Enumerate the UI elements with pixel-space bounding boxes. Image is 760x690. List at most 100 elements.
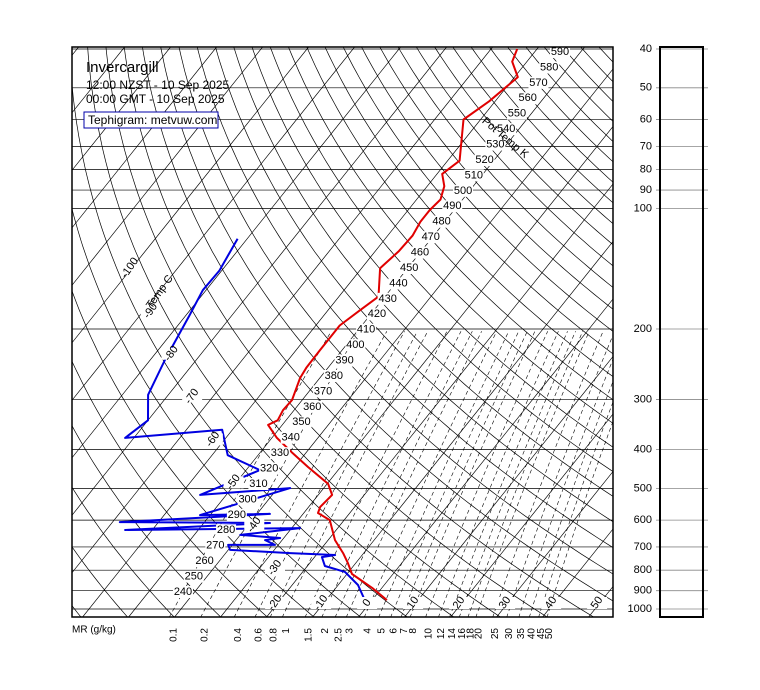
label-bg [399, 262, 420, 274]
dry-adiabat [72, 486, 175, 617]
mr-tick-label: 18 [466, 628, 477, 640]
isotherm-tick-label: 20 [451, 594, 468, 611]
theta-tick-label: 420 [368, 308, 386, 320]
dry-adiabat [361, 47, 613, 332]
sounding-line [267, 48, 519, 601]
dry-adiabat [233, 47, 613, 497]
label-bg [550, 46, 570, 58]
mr-tick-label: 6 [389, 628, 400, 634]
mr-tick-label: 2.5 [333, 628, 344, 642]
isotherm-tick-label: 10 [405, 594, 422, 611]
mixing-ratio-line [425, 331, 548, 617]
mixing-ratio-line [409, 331, 536, 617]
mixing-ratio-line [529, 380, 613, 617]
label-bg [409, 246, 430, 259]
mr-tick-label: 1 [281, 628, 292, 634]
theta-tick-label: 430 [378, 293, 396, 305]
isotherm [72, 47, 310, 344]
label-bg [506, 107, 527, 120]
dry-adiabat [72, 290, 315, 617]
pressure-tick-label: 800 [634, 564, 652, 576]
pressure-tick-label: 900 [634, 585, 652, 597]
theta-tick-label: 260 [195, 555, 213, 567]
label-bg [377, 292, 398, 305]
label-bg [485, 138, 506, 151]
label-bg [265, 562, 285, 574]
mixing-ratio-line [282, 331, 428, 617]
mr-tick-label: 40 [527, 628, 538, 640]
pressure-tick-label: 40 [640, 43, 652, 55]
label-bg [202, 433, 223, 446]
mixing-ratio-line [518, 358, 613, 617]
label-bg [226, 508, 247, 521]
mr-tick-label: 12 [436, 628, 447, 640]
mixing-ratio-line [400, 331, 528, 617]
mixing-ratio-line [269, 331, 418, 617]
label-bg [244, 519, 265, 532]
label-bg [334, 354, 355, 367]
label-bg [463, 169, 484, 182]
dry-adiabat [251, 47, 613, 473]
isotherm [72, 47, 264, 286]
label-bg [388, 277, 409, 290]
theta-tick-label: 440 [389, 277, 407, 289]
dry-adiabat [269, 47, 613, 448]
label-bg [403, 597, 424, 609]
label-bg [449, 597, 470, 609]
chart-title: Invercargill [86, 59, 159, 76]
label-bg [269, 447, 290, 460]
mixing-ratio-line [458, 331, 576, 617]
mixing-ratio-line [492, 331, 604, 617]
label-bg [528, 76, 549, 89]
mixing-ratio-line [449, 331, 568, 617]
label-bg [265, 597, 286, 609]
mr-tick-label: 35 [516, 628, 527, 640]
label-bg [140, 304, 161, 317]
isotherm-tick-label: 30 [497, 594, 514, 611]
label-bg [474, 154, 495, 166]
dry-adiabat [379, 47, 613, 310]
label-bg [182, 390, 203, 403]
theta-tick-label: 290 [228, 509, 246, 521]
theta-tick-label: 300 [238, 493, 256, 505]
pressure-tick-label: 70 [640, 140, 652, 152]
dry-adiabat [434, 47, 613, 246]
isotherm [220, 125, 613, 617]
label-bg [237, 493, 258, 506]
label-bg [120, 262, 140, 274]
mixing-ratio-line [538, 401, 613, 617]
mixing-ratio-line [321, 331, 462, 617]
dry-adiabat [306, 47, 613, 401]
mr-tick-label: 3 [345, 628, 356, 634]
theta-tick-label: 590 [551, 46, 569, 58]
pressure-tick-label: 60 [640, 113, 652, 125]
mixing-ratio-line [475, 331, 590, 617]
theta-tick-label: 310 [249, 478, 267, 490]
theta-tick-label: 240 [174, 586, 192, 598]
theta-tick-label: 490 [443, 200, 461, 212]
mixing-ratio-line [378, 331, 509, 617]
mr-tick-label: 20 [473, 628, 484, 640]
mr-tick-label: 30 [504, 628, 515, 640]
theta-tick-label: 500 [454, 185, 472, 197]
dry-adiabat [397, 47, 613, 288]
pressure-tick-label: 1000 [628, 603, 652, 615]
sounding-line [118, 238, 366, 601]
mr-tick-label: 45 [536, 628, 547, 640]
label-bg [356, 323, 377, 336]
label-bg [216, 524, 237, 537]
pressure-tick-label: 300 [634, 393, 652, 405]
mixing-ratio-line [364, 331, 497, 617]
label-bg [280, 431, 301, 444]
credit: Tephigram: metvuw.com [88, 113, 217, 127]
pressure-tick-label: 400 [634, 443, 652, 455]
dry-adiabat [342, 47, 613, 355]
dry-adiabat [72, 81, 408, 617]
pressure-tick-label: 100 [634, 202, 652, 214]
label-bg [357, 597, 378, 609]
label-bg [183, 570, 204, 583]
dry-adiabat [415, 47, 613, 267]
dry-adiabat [288, 47, 613, 424]
label-bg [161, 347, 182, 360]
